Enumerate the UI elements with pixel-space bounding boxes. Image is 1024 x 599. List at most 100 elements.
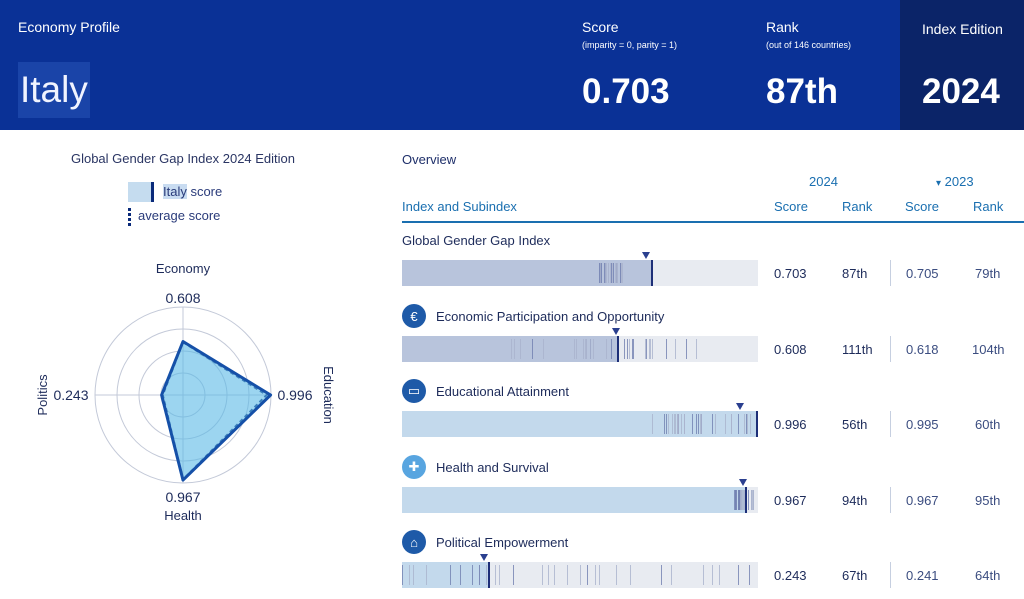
distribution-tick (485, 565, 487, 585)
average-marker (479, 554, 488, 561)
distribution-tick (692, 414, 694, 434)
column-score-2023: Score (905, 199, 939, 214)
score-2024: 0.703 (774, 266, 807, 281)
distribution-tick (663, 414, 665, 434)
distribution-tick (629, 339, 631, 359)
distribution-tick (607, 263, 609, 283)
score-marker (755, 411, 758, 437)
distribution-tick (749, 565, 751, 585)
distribution-tick (616, 263, 618, 283)
distribution-tick (510, 339, 512, 359)
distribution-tick (620, 263, 622, 283)
health-cross-icon: ✚ (402, 455, 426, 479)
distribution-tick (649, 339, 651, 359)
score-marker (651, 260, 654, 286)
score-2023: 0.241 (906, 568, 939, 583)
year-2024-header: 2024 (809, 174, 838, 189)
distribution-tick (478, 565, 480, 585)
distribution-tick (730, 414, 732, 434)
distribution-tick (605, 339, 607, 359)
distribution-tick (513, 565, 515, 585)
distribution-tick (715, 414, 717, 434)
distribution-tick (645, 339, 647, 359)
distribution-tick (743, 490, 745, 510)
score-2024: 0.608 (774, 342, 807, 357)
distribution-tick (585, 339, 587, 359)
column-rank: Rank (842, 199, 873, 214)
distribution-tick (632, 339, 634, 359)
distribution-tick (743, 414, 745, 434)
row-title: Political Empowerment (436, 535, 569, 550)
row-title: Educational Attainment (436, 384, 569, 399)
axis-label-education: Education (321, 366, 336, 424)
distribution-tick (739, 490, 741, 510)
distribution-tick (471, 565, 473, 585)
distribution-tick (737, 414, 739, 434)
distribution-tick (587, 565, 589, 585)
header-banner: Economy Profile Italy Score (imparity = … (0, 0, 1024, 130)
axis-label-health: Health (164, 508, 202, 523)
distribution-tick (580, 565, 582, 585)
distribution-tick (619, 263, 621, 283)
distribution-tick (542, 565, 544, 585)
distribution-tick (589, 339, 591, 359)
distribution-tick (668, 414, 670, 434)
politics-building-icon: ⌂ (402, 530, 426, 554)
distribution-tick (666, 414, 668, 434)
radar-score-polygon (160, 340, 273, 482)
distribution-tick (598, 565, 600, 585)
distribution-tick (750, 414, 752, 434)
distribution-tick (615, 565, 617, 585)
score-marker (617, 336, 620, 362)
legend-score-bar (151, 182, 154, 202)
distribution-tick (450, 565, 452, 585)
distribution-tick (574, 339, 576, 359)
distribution-tick (513, 339, 515, 359)
score-bar-track (402, 562, 758, 588)
score-bar-fill (402, 487, 747, 513)
legend-swatch (128, 182, 154, 202)
distribution-tick (566, 565, 568, 585)
distribution-tick (747, 414, 749, 434)
distribution-tick (743, 490, 745, 510)
distribution-tick (744, 490, 746, 510)
row-title: Global Gender Gap Index (402, 233, 551, 248)
distribution-tick (606, 263, 608, 283)
distribution-tick (622, 263, 624, 283)
distribution-tick (629, 565, 631, 585)
rank-2023: 64th (975, 568, 1001, 583)
distribution-tick (582, 339, 584, 359)
year-separator (890, 562, 891, 588)
distribution-tick (674, 339, 676, 359)
distribution-tick (592, 339, 594, 359)
distribution-tick (661, 565, 663, 585)
distribution-tick (412, 565, 414, 585)
distribution-tick (676, 414, 678, 434)
distribution-tick (499, 565, 501, 585)
value-label-politics: 0.243 (53, 387, 88, 403)
axis-label-politics: Politics (35, 374, 50, 416)
column-index: Index and Subindex (402, 199, 517, 214)
distribution-tick (735, 490, 737, 510)
distribution-tick (633, 339, 635, 359)
index-edition-value: 2024 (922, 72, 1000, 111)
distribution-tick (719, 565, 721, 585)
rank-2024: 67th (842, 568, 868, 583)
distribution-tick (612, 263, 614, 283)
score-2023: 0.618 (906, 342, 939, 357)
distribution-tick (575, 339, 577, 359)
country-name: Italy (18, 62, 90, 118)
rank-subtitle: (out of 146 countries) (766, 40, 852, 50)
distribution-tick (650, 339, 652, 359)
distribution-tick (651, 414, 653, 434)
distribution-tick (548, 565, 550, 585)
distribution-tick (683, 414, 685, 434)
score-bar-fill (402, 411, 757, 437)
distribution-tick (590, 339, 592, 359)
economy-profile-label: Economy Profile (18, 19, 120, 35)
radar-title: Global Gender Gap Index 2024 Edition (70, 151, 296, 166)
average-marker (641, 252, 650, 259)
year-2023-label: 2023 (944, 174, 974, 189)
distribution-tick (644, 339, 646, 359)
rank-label: Rank (766, 19, 799, 35)
